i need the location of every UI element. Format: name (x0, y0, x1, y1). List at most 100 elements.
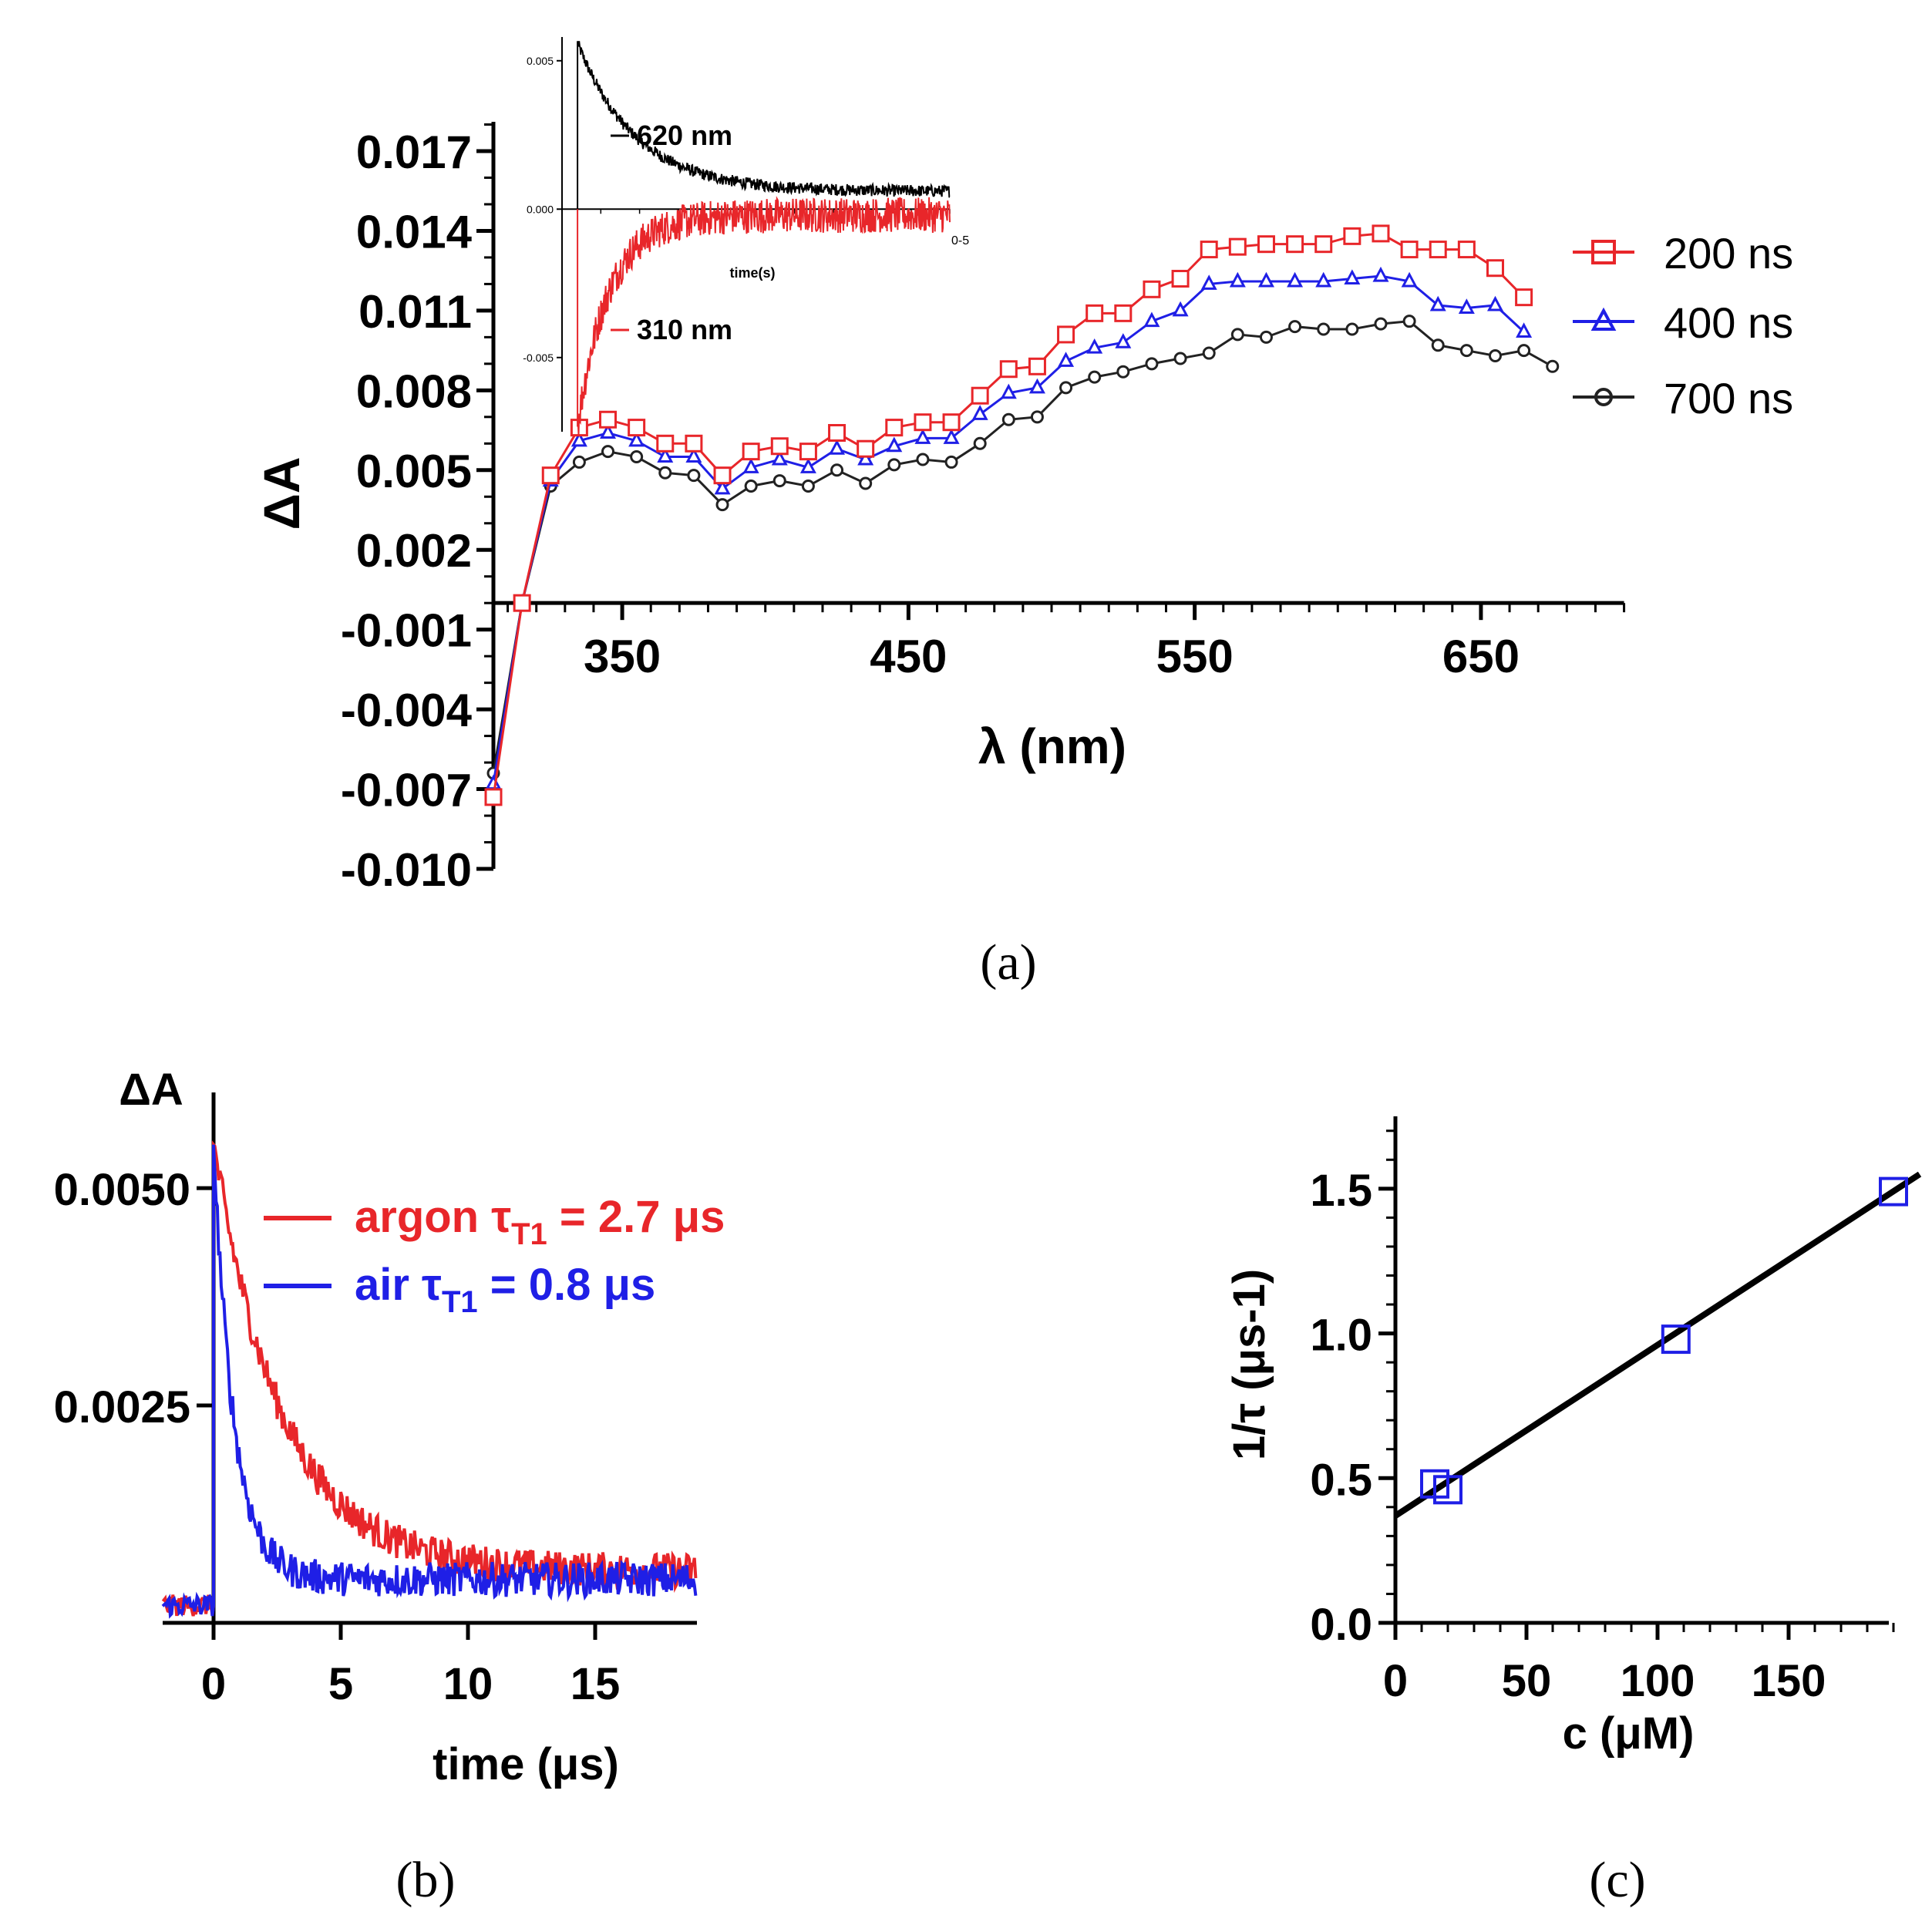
data-point-200ns (1143, 280, 1161, 298)
data-point-700ns (1088, 370, 1102, 384)
data-point-700ns (1459, 344, 1473, 358)
data-point-400ns (1429, 295, 1446, 311)
data-point-700ns (1517, 344, 1531, 358)
inset-y-tick-label: 0.005 (527, 55, 554, 67)
x-tick-label: 100 (1621, 1656, 1695, 1706)
data-point-200ns (628, 419, 646, 437)
panel-c-series (1393, 1171, 1922, 1519)
panel-b-legend: argon τT1 = 2.7 μs air τT1 = 0.8 μs (264, 1192, 725, 1319)
data-point-200ns (999, 360, 1018, 379)
legend-argon-value: = 2.7 μs (547, 1192, 725, 1242)
panel-a-y-axis: 0.017 0.014 0.011 0.008 0.005 0.002 -0.001 -0.0… (341, 122, 496, 896)
data-point-200ns (1114, 304, 1133, 322)
data-point-700ns (944, 455, 958, 469)
data-point-700ns (1317, 322, 1331, 336)
data-point-200ns (484, 788, 503, 806)
data-point-700ns (1001, 412, 1015, 426)
data-point-200ns (742, 443, 760, 461)
data-point-700ns (1259, 330, 1273, 344)
y-tick-label: 0.014 (356, 206, 473, 257)
panel-c-axes: 0.0 0.5 1.0 1.5 0 50 100 150 (1310, 1116, 1895, 1706)
data-point-200ns (1429, 241, 1447, 259)
data-point-400ns (1486, 295, 1503, 311)
data-point-700ns (715, 498, 729, 512)
fit-line (1393, 1171, 1922, 1519)
y-tick-label: 0.011 (358, 286, 472, 338)
inset-label-310nm: 310 nm (637, 314, 732, 345)
y-tick-label: 0.008 (356, 365, 472, 417)
y-tick-label: 0.0050 (54, 1165, 190, 1215)
legend-label-700ns: 700 ns (1664, 374, 1793, 422)
data-point-700ns (1030, 410, 1044, 424)
data-point-400ns (771, 449, 788, 466)
data-point-400ns (1372, 266, 1389, 282)
data-point-700ns (1145, 357, 1159, 371)
data-point-700ns (658, 466, 672, 480)
data-point-400ns (857, 449, 874, 466)
y-tick-label: -0.004 (341, 685, 473, 736)
data-point-700ns (1230, 328, 1244, 342)
data-point-400ns (1000, 383, 1017, 399)
y-tick-label: 1.5 (1310, 1166, 1372, 1216)
data-point-700ns (973, 436, 987, 450)
y-tick-label: -0.001 (341, 605, 472, 657)
legend-label-200ns: 200 ns (1664, 229, 1793, 278)
panel-c-x-axis-title: c (μM) (1563, 1708, 1695, 1759)
data-point-200ns (770, 437, 789, 456)
data-point-700ns (572, 455, 586, 469)
data-point-400ns (1516, 322, 1533, 338)
data-point-200ns (1085, 304, 1104, 322)
data-point-200ns (685, 434, 703, 453)
inset-y-tick-label: -0.005 (523, 352, 554, 364)
legend-label-argon: argon τT1 = 2.7 μs (355, 1192, 725, 1251)
data-point-200ns (885, 419, 904, 437)
data-point-400ns (1401, 271, 1418, 288)
legend-air-value: = 0.8 μs (478, 1260, 656, 1310)
data-point-700ns (1173, 352, 1187, 365)
legend-air-sub: T1 (442, 1285, 478, 1319)
data-point-200ns (513, 594, 531, 612)
x-tick-label: 550 (1156, 631, 1234, 682)
data-point-200ns (1486, 259, 1504, 278)
data-point-700ns (1345, 322, 1359, 336)
data-point-200ns (914, 413, 932, 432)
x-tick-label: 650 (1442, 631, 1520, 682)
y-tick-label: -0.007 (341, 765, 472, 816)
inset-y-tick-label: 0.000 (527, 203, 554, 215)
data-point-200ns (971, 386, 989, 405)
data-point (1433, 1475, 1462, 1505)
data-point-200ns (1171, 270, 1190, 288)
data-point-700ns (1374, 317, 1388, 331)
data-point-200ns (799, 443, 817, 461)
data-point-200ns (1200, 241, 1218, 259)
data-point-400ns (685, 447, 702, 463)
x-tick-label: 450 (870, 631, 947, 682)
data-point-400ns (742, 458, 759, 473)
data-point-400ns (714, 479, 731, 495)
panel-a-x-axis: 350 450 550 650 (493, 601, 1626, 682)
data-point-200ns (1372, 224, 1390, 243)
data-point-200ns (1028, 357, 1046, 375)
data-point-200ns (1314, 235, 1333, 254)
data-point-400ns (600, 423, 617, 439)
data-point-200ns (599, 410, 618, 429)
data-point (1879, 1176, 1908, 1207)
x-tick-label: 50 (1502, 1656, 1552, 1706)
data-point-400ns (914, 429, 931, 444)
data-point-200ns (1457, 241, 1476, 259)
x-tick-label: 5 (328, 1659, 353, 1709)
data-point-400ns (886, 436, 903, 453)
y-tick-label: 0.005 (356, 446, 472, 497)
panel-a-caption: (a) (980, 934, 1036, 991)
data-point-400ns (1458, 298, 1475, 314)
inset-x-end-label: 0-5 (951, 234, 969, 247)
y-tick-label: 0.0025 (54, 1382, 190, 1432)
legend-label-400ns: 400 ns (1664, 298, 1793, 347)
panel-b-series (161, 1140, 698, 1619)
data-point-400ns (628, 431, 645, 447)
data-point-400ns (1287, 271, 1304, 288)
data-point-400ns (1086, 338, 1103, 354)
series-line-700ns (492, 320, 1553, 774)
legend-label-air: air τT1 = 0.8 μs (355, 1260, 655, 1319)
